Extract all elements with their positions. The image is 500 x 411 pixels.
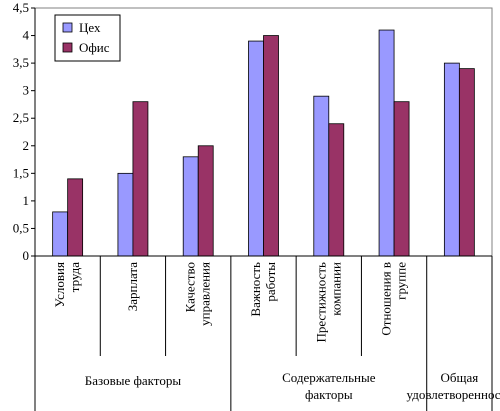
y-tick-label: 1 — [23, 193, 30, 208]
group-label: Базовые факторы — [85, 373, 182, 388]
legend: Цех Офис — [54, 14, 121, 62]
category-label: труда — [67, 262, 82, 292]
category-label: Важность — [248, 262, 263, 317]
category-label: группе — [394, 262, 409, 300]
bar-series2 — [132, 101, 149, 257]
y-tick-label: 2 — [23, 138, 30, 153]
bar-series2 — [263, 35, 279, 257]
category-label: Зарплата — [125, 262, 140, 312]
y-tick-label: 0,5 — [13, 220, 29, 235]
bar-series1 — [117, 172, 134, 257]
y-axis: 0 0,5 1 1,5 2 2,5 3 3,5 4 4,5 — [13, 0, 36, 263]
bar-series2 — [328, 123, 345, 257]
category-label: Престижность — [313, 262, 328, 343]
y-tick-label: 1,5 — [13, 165, 29, 180]
bar-series1 — [52, 211, 69, 257]
bar-series2 — [67, 178, 84, 257]
y-tick-label: 3,5 — [13, 55, 29, 70]
bar-series1 — [182, 156, 199, 257]
bar-series1 — [378, 29, 395, 257]
bar-series1 — [443, 62, 460, 257]
group-label: Содержательные — [282, 370, 376, 385]
y-tick-label: 4 — [23, 28, 30, 43]
category-label: работы — [263, 262, 278, 302]
legend-label: Офис — [79, 40, 110, 55]
y-tick-label: 2,5 — [13, 110, 29, 125]
bar-series2 — [197, 145, 214, 257]
category-label: Качество — [183, 262, 198, 312]
bar-series2 — [458, 68, 475, 257]
category-label: управления — [198, 262, 213, 326]
y-tick-label: 0 — [23, 248, 30, 263]
x-axis: Условия труда Зарплата Качество управления Ва… — [34, 255, 500, 411]
category-label: компании — [328, 262, 343, 316]
category-label: Отношения в — [379, 262, 394, 336]
bar-series2 — [393, 101, 410, 257]
legend-label: Цех — [79, 20, 101, 35]
legend-swatch — [62, 42, 73, 53]
group-label: Общая — [440, 370, 478, 385]
category-label: Условия — [52, 262, 67, 307]
bar-series1 — [313, 95, 330, 257]
legend-swatch — [62, 22, 73, 33]
bars — [52, 29, 475, 257]
y-tick-label: 4,5 — [13, 0, 29, 15]
group-label: удовлетворенность — [407, 387, 500, 402]
group-label: факторы — [305, 387, 353, 402]
bar-series1 — [248, 40, 264, 257]
y-tick-label: 3 — [23, 83, 30, 98]
